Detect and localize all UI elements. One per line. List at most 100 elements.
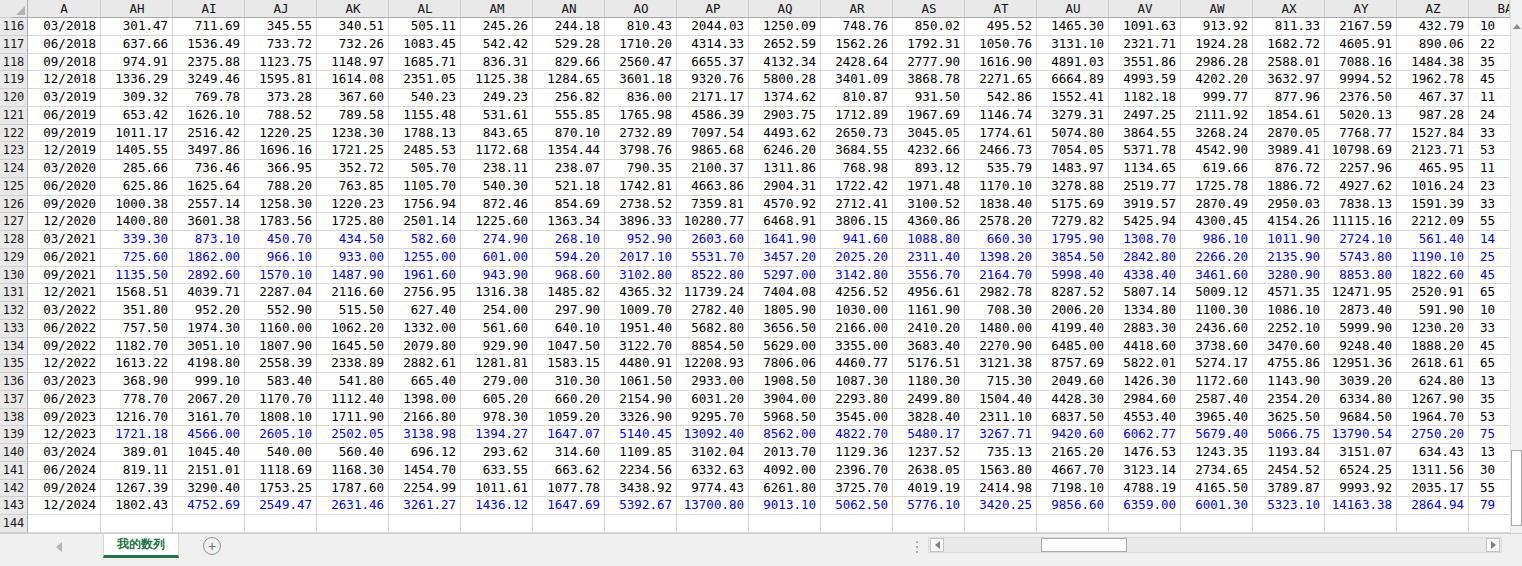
cell[interactable]: 1123.75: [245, 54, 317, 72]
cell[interactable]: 06/2019: [28, 107, 101, 125]
cell[interactable]: 2904.31: [749, 178, 821, 196]
cell[interactable]: 22: [1469, 36, 1510, 54]
cell[interactable]: 1563.80: [965, 462, 1037, 480]
cell[interactable]: 245.26: [461, 18, 533, 36]
cell[interactable]: 3051.10: [173, 338, 245, 356]
cell[interactable]: 2428.64: [821, 54, 893, 72]
cell[interactable]: 1400.80: [101, 213, 173, 231]
cell[interactable]: 788.52: [245, 107, 317, 125]
cell[interactable]: 1161.90: [893, 302, 965, 320]
cell[interactable]: [677, 515, 749, 533]
cell[interactable]: 2166.80: [389, 409, 461, 427]
cell[interactable]: 3401.09: [821, 71, 893, 89]
cell[interactable]: 2603.60: [677, 231, 749, 249]
cell[interactable]: 293.62: [461, 444, 533, 462]
cell[interactable]: 2652.59: [749, 36, 821, 54]
cell[interactable]: 254.00: [461, 302, 533, 320]
cell[interactable]: 1454.70: [389, 462, 461, 480]
cell[interactable]: 7359.81: [677, 196, 749, 214]
cell[interactable]: 3290.40: [173, 480, 245, 498]
cell[interactable]: 540.00: [245, 444, 317, 462]
cell[interactable]: 9994.52: [1325, 71, 1397, 89]
cell[interactable]: 778.70: [101, 391, 173, 409]
cell[interactable]: 877.96: [1253, 89, 1325, 107]
cell[interactable]: 367.60: [317, 89, 389, 107]
cell[interactable]: 1854.61: [1253, 107, 1325, 125]
vertical-scrollbar[interactable]: [1510, 0, 1522, 547]
row-number-142[interactable]: 142: [0, 480, 28, 498]
horizontal-scroll-thumb[interactable]: [1041, 538, 1127, 552]
column-header-AO[interactable]: AO: [605, 0, 677, 18]
cell[interactable]: 9865.68: [677, 142, 749, 160]
column-header-AY[interactable]: AY: [1325, 0, 1397, 18]
cell[interactable]: 25: [1469, 249, 1510, 267]
cell[interactable]: 7768.77: [1325, 125, 1397, 143]
cell[interactable]: 2842.80: [1109, 249, 1181, 267]
cell[interactable]: 1059.20: [533, 409, 605, 427]
cell[interactable]: 389.01: [101, 444, 173, 462]
cell[interactable]: 12208.93: [677, 355, 749, 373]
cell[interactable]: 1062.20: [317, 320, 389, 338]
cell[interactable]: 2499.80: [893, 391, 965, 409]
cell[interactable]: 768.98: [821, 160, 893, 178]
cell[interactable]: 1230.20: [1397, 320, 1469, 338]
row-number-137[interactable]: 137: [0, 391, 28, 409]
cell[interactable]: 1822.60: [1397, 267, 1469, 285]
cell[interactable]: 943.90: [461, 267, 533, 285]
cell[interactable]: 2631.46: [317, 497, 389, 515]
cell[interactable]: 9856.60: [1037, 497, 1109, 515]
cell[interactable]: 1336.29: [101, 71, 173, 89]
cell[interactable]: 09/2020: [28, 196, 101, 214]
cell[interactable]: 2578.20: [965, 213, 1037, 231]
cell[interactable]: 45: [1469, 338, 1510, 356]
row-number-140[interactable]: 140: [0, 444, 28, 462]
row-number-141[interactable]: 141: [0, 462, 28, 480]
cell[interactable]: 941.60: [821, 231, 893, 249]
cell[interactable]: 3438.92: [605, 480, 677, 498]
cell[interactable]: 1405.55: [101, 142, 173, 160]
cell[interactable]: 4586.39: [677, 107, 749, 125]
cell[interactable]: 3683.40: [893, 338, 965, 356]
cell[interactable]: 913.92: [1181, 18, 1253, 36]
cell[interactable]: 3278.88: [1037, 178, 1109, 196]
cell[interactable]: 12/2020: [28, 213, 101, 231]
cell[interactable]: 1155.48: [389, 107, 461, 125]
cell[interactable]: 890.06: [1397, 36, 1469, 54]
cell[interactable]: 6031.20: [677, 391, 749, 409]
cell[interactable]: 1284.65: [533, 71, 605, 89]
cell[interactable]: 06/2022: [28, 320, 101, 338]
cell[interactable]: 2605.10: [245, 426, 317, 444]
cell[interactable]: 1625.64: [173, 178, 245, 196]
cell[interactable]: 4993.59: [1109, 71, 1181, 89]
cell[interactable]: 09/2024: [28, 480, 101, 498]
scroll-right-button[interactable]: [1486, 538, 1500, 552]
cell[interactable]: 4039.71: [173, 284, 245, 302]
cell[interactable]: 1711.90: [317, 409, 389, 427]
cell[interactable]: 529.28: [533, 36, 605, 54]
cell[interactable]: 11: [1469, 160, 1510, 178]
cell[interactable]: 5679.40: [1181, 426, 1253, 444]
cell[interactable]: 3989.41: [1253, 142, 1325, 160]
cell[interactable]: 974.91: [101, 54, 173, 72]
cell[interactable]: 1354.44: [533, 142, 605, 160]
cell[interactable]: 7097.54: [677, 125, 749, 143]
cell[interactable]: 1087.30: [821, 373, 893, 391]
cell[interactable]: 1193.84: [1253, 444, 1325, 462]
cell[interactable]: 4493.62: [749, 125, 821, 143]
cell[interactable]: 368.90: [101, 373, 173, 391]
cell[interactable]: 542.42: [461, 36, 533, 54]
cell[interactable]: 1258.30: [245, 196, 317, 214]
cell[interactable]: 12/2022: [28, 355, 101, 373]
cell[interactable]: 999.77: [1181, 89, 1253, 107]
cell[interactable]: 3738.60: [1181, 338, 1253, 356]
cell[interactable]: 03/2020: [28, 160, 101, 178]
cell[interactable]: 1086.10: [1253, 302, 1325, 320]
cell[interactable]: 3100.52: [893, 196, 965, 214]
cell[interactable]: 625.86: [101, 178, 173, 196]
cell[interactable]: 4154.26: [1253, 213, 1325, 231]
cell[interactable]: 13700.80: [677, 497, 749, 515]
cell[interactable]: 1083.45: [389, 36, 461, 54]
cell[interactable]: 933.00: [317, 249, 389, 267]
cell[interactable]: 854.69: [533, 196, 605, 214]
cell[interactable]: 763.85: [317, 178, 389, 196]
